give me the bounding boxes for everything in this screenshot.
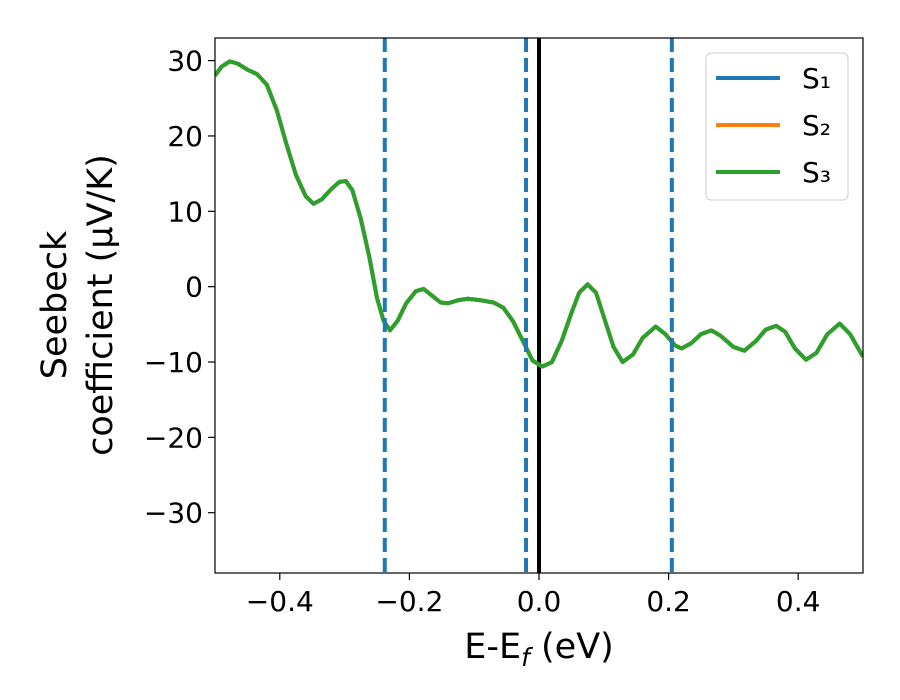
legend-label: S₁ bbox=[802, 62, 831, 95]
y-tick-label: 20 bbox=[167, 120, 203, 153]
y-label-line: Seebeck bbox=[35, 230, 75, 379]
x-tick-label: 0.0 bbox=[517, 585, 562, 618]
x-label-part: E-E bbox=[464, 627, 521, 667]
x-tick-label: −0.2 bbox=[375, 585, 443, 618]
plot-area bbox=[215, 38, 863, 573]
y-tick-label: −10 bbox=[144, 346, 203, 379]
legend-label: S₂ bbox=[802, 109, 831, 142]
y-tick-label: 30 bbox=[167, 45, 203, 78]
series-line bbox=[215, 59, 863, 369]
y-tick-label: 0 bbox=[185, 271, 203, 304]
x-tick-label: 0.4 bbox=[776, 585, 821, 618]
y-tick-label: 10 bbox=[167, 195, 203, 228]
y-label-line: coefficient (μV/K) bbox=[81, 154, 121, 456]
y-axis-label: Seebeck coefficient (μV/K) bbox=[35, 154, 121, 456]
x-axis-label: E-Ef (eV) bbox=[464, 627, 614, 672]
y-tick-label: −30 bbox=[144, 497, 203, 530]
x-label-part: (eV) bbox=[530, 627, 614, 667]
x-tick-label: −0.4 bbox=[246, 585, 314, 618]
y-tick-label: −20 bbox=[144, 421, 203, 454]
x-tick-label: 0.2 bbox=[646, 585, 691, 618]
legend-label: S₃ bbox=[802, 156, 831, 189]
